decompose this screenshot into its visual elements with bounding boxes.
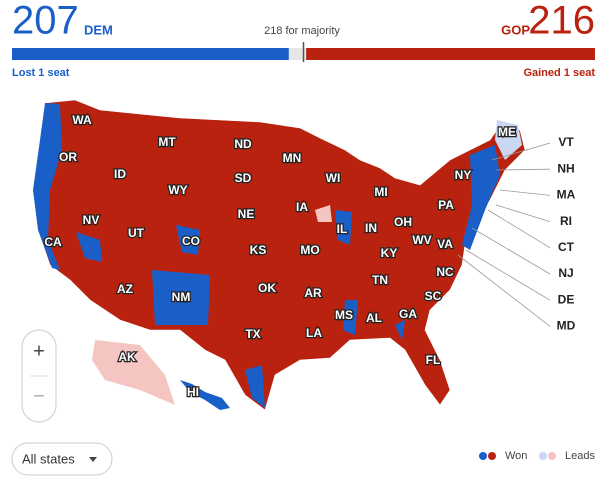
state-label: CO [182,234,200,248]
dem-districts [33,103,62,270]
state-label: NE [238,207,255,221]
leader-line [495,168,551,171]
dem-districts [462,145,500,250]
state-label: TX [245,327,260,341]
state-label: KS [250,243,267,257]
side-label: MD [557,319,576,333]
side-label: DE [558,292,575,306]
legend-label: Won [505,450,527,462]
dem-change: Lost 1 seat [12,67,70,79]
state-filter[interactable] [11,442,113,476]
state-label: NY [455,168,472,182]
state-label: SC [425,289,442,303]
side-label: NJ [558,266,573,280]
dem-districts [76,232,102,262]
state-label: ME [498,125,516,139]
state-label: WI [326,171,341,185]
state-label: TN [372,273,388,287]
side-label: RI [560,214,572,228]
state-label: OK [258,281,276,295]
state-label: AZ [117,282,133,296]
dem-districts [343,300,358,335]
state-label: IL [337,222,348,236]
leader-line [457,254,551,327]
state-label: UT [128,226,145,240]
state-label: AK [118,350,136,364]
us-map [32,99,526,411]
state-label: ID [114,167,126,181]
state-filter-label: All states [22,451,75,466]
gop-bar [306,48,595,60]
leader-line [491,142,551,161]
dem-bar [12,48,289,60]
legend-swatch [539,452,547,460]
state-label: LA [306,326,322,340]
leader-line [495,204,551,222]
state-label: MI [374,185,387,199]
legend-label: Leads [565,450,595,462]
state-label: FL [426,353,441,367]
state-label: SD [235,171,252,185]
dropdown-arrow [89,457,97,462]
state-label: GA [399,307,417,321]
dem-districts [152,270,210,325]
leader-line [487,209,551,249]
leads-districts [495,120,522,160]
side-label: VT [558,135,574,149]
gop-change: Gained 1 seat [523,67,595,79]
state-label: PA [438,198,454,212]
state-label: MN [283,151,302,165]
state-label: AL [366,311,382,325]
dem-label: DEM [84,22,113,37]
side-label: CT [558,240,575,254]
gop-label: GOP [501,22,530,37]
leader-line [471,227,551,275]
state-label: MO [300,243,319,257]
leader-line [499,189,551,196]
state-label: MT [158,135,176,149]
state-label: KY [381,246,398,260]
leads-districts [315,205,332,222]
side-label: NH [557,161,574,175]
dem-districts [176,225,200,255]
legend-swatch [479,452,487,460]
state-label: ND [234,137,252,151]
state-label: NM [172,290,191,304]
state-label: VA [437,237,453,251]
state-label: WY [168,183,187,197]
state-label: OR [59,150,77,164]
zoom-in[interactable]: + [33,340,45,362]
state-label: HI [187,385,199,399]
dem-seats: 207 [12,0,79,43]
state-label: IA [296,200,308,214]
majority-label: 218 for majority [264,25,340,37]
leader-line [465,249,551,301]
state-label: NC [436,265,454,279]
state-label: OH [394,215,412,229]
state-label: AR [304,286,322,300]
state-label: WA [72,113,92,127]
dem-districts [335,210,352,245]
seat-bar [12,42,595,62]
dem-districts [245,365,265,408]
legend-swatch [548,452,556,460]
side-labels: VT NH MA RI CT NJ DE MD [457,135,576,333]
alaska [92,340,175,405]
state-label: WV [412,233,431,247]
legend-swatch [488,452,496,460]
hawaii [180,380,230,410]
state-label: IN [365,221,377,235]
state-label: MS [335,308,353,322]
dem-districts [395,320,405,340]
gop-seats: 216 [528,0,595,43]
side-label: MA [557,188,576,202]
state-labels: WA OR CA NV ID MT WY UT CO AZ NM ND SD NE KS OK TX MN IA MO… [43,112,517,401]
state-label: NV [83,213,100,227]
state-label: CA [44,235,62,249]
zoom-out[interactable]: − [33,385,45,407]
